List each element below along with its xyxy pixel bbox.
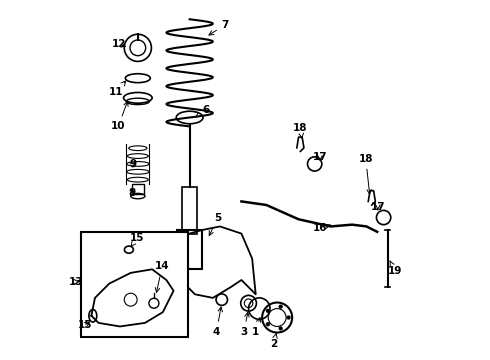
Text: 6: 6 <box>196 105 209 117</box>
Text: 1: 1 <box>252 318 261 337</box>
Text: 5: 5 <box>209 212 222 235</box>
Circle shape <box>279 327 282 330</box>
Text: 16: 16 <box>313 223 330 233</box>
Text: 14: 14 <box>155 261 170 292</box>
Text: 10: 10 <box>111 102 128 131</box>
Text: 18: 18 <box>359 154 373 194</box>
Circle shape <box>287 316 290 319</box>
Text: 17: 17 <box>370 202 385 212</box>
Text: 15: 15 <box>130 233 145 246</box>
Text: 2: 2 <box>270 333 277 348</box>
Text: 7: 7 <box>209 19 229 35</box>
Bar <box>81 232 188 337</box>
Circle shape <box>267 309 270 312</box>
Text: 3: 3 <box>240 312 249 337</box>
Text: 8: 8 <box>128 188 135 198</box>
Text: 15: 15 <box>78 320 93 330</box>
Text: 19: 19 <box>388 261 402 276</box>
Text: 12: 12 <box>112 39 126 49</box>
Bar <box>177 230 202 269</box>
Bar <box>182 187 197 234</box>
Text: 17: 17 <box>313 152 327 162</box>
Text: 11: 11 <box>108 81 125 98</box>
Circle shape <box>267 323 270 326</box>
Text: 13: 13 <box>69 277 84 287</box>
Text: 4: 4 <box>213 307 222 337</box>
Bar <box>132 184 144 194</box>
Text: 18: 18 <box>293 123 308 139</box>
Text: 9: 9 <box>130 159 137 169</box>
Circle shape <box>279 305 282 308</box>
